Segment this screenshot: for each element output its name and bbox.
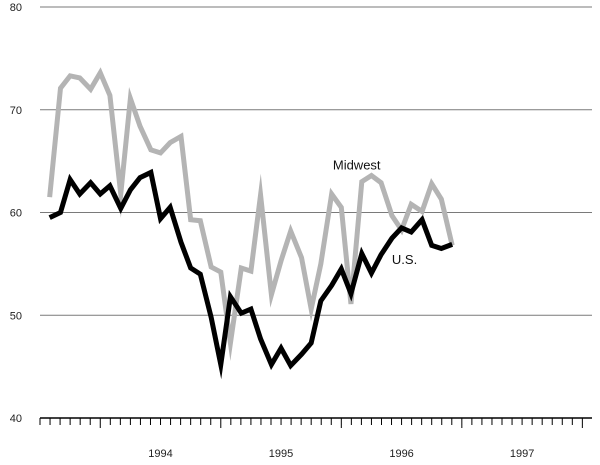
series-label-midwest: Midwest (333, 157, 381, 172)
y-tick-label: 80 (10, 2, 22, 14)
y-tick-label: 50 (10, 310, 22, 322)
x-tick-label: 1996 (389, 448, 413, 460)
y-tick-label: 40 (10, 413, 22, 425)
series-label-us: U.S. (392, 252, 417, 267)
x-axis-tick-labels: 1994 1995 1996 1997 (148, 448, 534, 460)
series-labels: Midwest U.S. (333, 157, 417, 267)
y-tick-label: 60 (10, 208, 22, 220)
series-line-us (48, 168, 454, 380)
y-axis-tick-labels: 40 50 60 70 80 (10, 2, 22, 425)
x-tick-label: 1994 (148, 448, 172, 460)
series-line-midwest (47, 67, 455, 361)
x-axis (39, 417, 592, 428)
series-lines (47, 67, 455, 380)
x-tick-label: 1997 (510, 448, 534, 460)
x-tick-label: 1995 (269, 448, 293, 460)
y-tick-label: 70 (10, 105, 22, 117)
